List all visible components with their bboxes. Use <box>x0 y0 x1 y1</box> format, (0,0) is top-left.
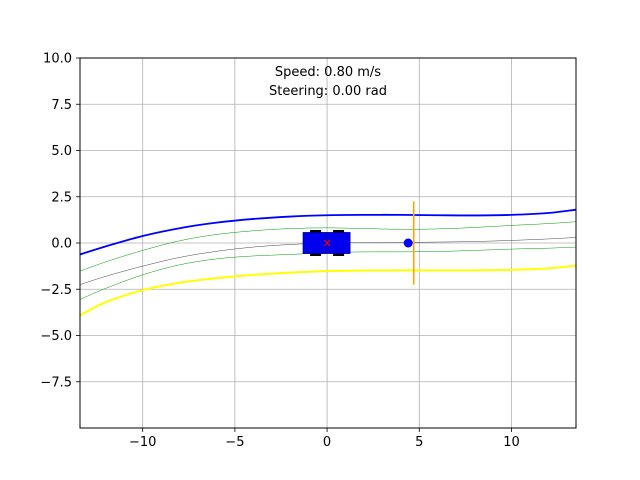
series-line <box>79 264 577 317</box>
x-tick-label: 0 <box>323 435 331 450</box>
x-tick-label: −10 <box>129 435 156 450</box>
y-tick-label: 2.5 <box>51 190 72 205</box>
series-line <box>79 221 577 272</box>
x-tick-label: 10 <box>503 435 520 450</box>
y-tick-label: 7.5 <box>51 98 72 113</box>
vehicle-wheel <box>333 252 345 256</box>
markers <box>302 201 415 285</box>
ticks: −10 −5 0 5 10 10.0 7.5 5.0 2.5 0.0 −2.5 −5.0 −7.5 <box>40 52 519 451</box>
steering-annotation: Steering: 0.00 rad <box>269 84 387 99</box>
y-tick-label: 10.0 <box>43 52 72 67</box>
vehicle-center-marker <box>323 239 331 247</box>
y-tick-label: −2.5 <box>40 283 72 298</box>
vehicle <box>302 230 351 256</box>
x-tick-label: 5 <box>415 435 423 450</box>
vehicle-wheel <box>310 252 322 256</box>
x-tick-label: −5 <box>225 435 244 450</box>
y-tick-label: 0.0 <box>51 237 72 252</box>
vehicle-wheel <box>333 230 345 234</box>
y-tick-label: −7.5 <box>40 375 72 390</box>
series-line <box>79 208 577 256</box>
speed-annotation: Speed: 0.80 m/s <box>275 65 381 80</box>
vehicle-wheel <box>310 230 322 234</box>
target-point <box>403 238 413 248</box>
y-tick-label: −5.0 <box>40 329 72 344</box>
y-tick-label: 5.0 <box>51 144 72 159</box>
